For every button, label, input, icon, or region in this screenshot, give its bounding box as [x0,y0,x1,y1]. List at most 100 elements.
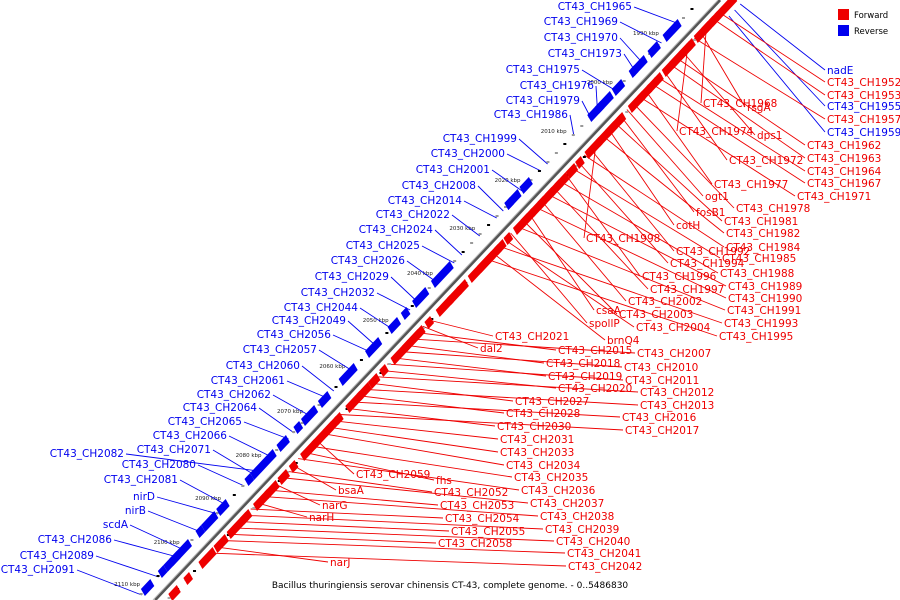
axis-dot [693,39,697,41]
leader-line [256,502,308,518]
leader-line [528,213,595,311]
leader-line [363,388,639,406]
gene-label: cotH [676,220,700,232]
gene-label: brnQ4 [607,335,640,347]
axis-dot [622,80,626,82]
gene-label: spollP [589,318,620,330]
axis-dot [156,575,160,577]
reverse-feature [338,363,358,386]
axis-dot [625,111,629,113]
reverse-feature [430,261,454,288]
axis-dot [215,512,219,514]
gene-label: CT43_CH2066 [153,430,228,442]
forward-feature [512,213,532,235]
gene-label: CT43_CH2030 [497,421,571,433]
leader-line [197,464,245,487]
axis-dot [334,386,338,388]
reverse-feature [400,307,411,320]
axis-dot [571,134,575,136]
gene-label: CT43_CH2056 [257,329,332,341]
gene-label: nirB [125,505,146,517]
feature-layer [139,0,738,600]
leader-line [212,449,255,476]
leader-line [614,122,723,222]
tick-label: 2090 kbp [195,496,221,502]
gene-label: CT43_CH2037 [530,498,604,510]
leader-line [381,369,557,389]
leader-line [434,229,463,256]
gene-label: CT43_CH2014 [388,195,463,207]
gene-label: CT43_CH2055 [451,526,525,538]
gene-label: narJ [330,557,351,569]
gene-label: nirD [133,491,155,503]
reverse-feature [387,317,402,334]
tick-label: 2100 kbp [154,540,180,546]
tick-label: 2070 kbp [277,409,303,415]
gene-label: CT43_CH2020 [558,383,632,395]
leader-line [347,320,377,347]
gene-label: CT43_CH1955 [827,101,900,113]
axis-dot [139,593,143,595]
gene-label: CT43_CH1963 [807,153,881,165]
leader-line [221,540,566,554]
gene-label: CT43_CH1981 [724,216,798,228]
gene-label: CT43_CH2041 [567,548,641,560]
axis-dot [546,161,550,163]
gene-label: nadE [827,65,853,77]
gene-label: CT43_CH1985 [722,253,796,265]
gene-label: CT43_CH1976 [520,80,595,92]
leader-line [286,470,433,493]
forward-feature [345,391,364,413]
gene-label: CT43_CH2081 [104,474,178,486]
forward-feature [467,256,491,283]
leader-line [301,365,335,392]
gene-label: CT43_CH2089 [20,550,94,562]
gene-label: dps1 [757,130,782,142]
gene-label: CT43_CH2029 [315,271,389,283]
gene-label: CT43_CH1965 [558,1,632,13]
leader-line [428,319,494,337]
axis-dot [292,431,296,433]
leader-line [243,421,289,440]
leader-line [577,161,669,264]
leader-line [250,508,444,519]
leader-line [739,3,826,71]
leader-line [357,395,505,414]
axis-dot [504,206,508,208]
tick-label: 2010 kbp [541,129,567,135]
leader-line [125,453,259,472]
gene-label: bsaA [338,485,365,497]
gene-label: CT43_CH1968 [703,98,777,110]
gene-label: CT43_CH1994 [670,258,745,270]
forward-feature [198,547,217,569]
gene-label: CT43_CH1990 [728,293,802,305]
gene-label: CT43_CH1993 [724,318,798,330]
reverse-feature [628,65,639,78]
gene-label: CT43_CH2064 [183,402,258,414]
leader-line [583,154,725,248]
leader-line [147,510,202,533]
reverse-feature [140,579,155,596]
gene-label: CT43_CH2061 [211,375,285,387]
forward-feature [714,0,738,21]
gene-label: CT43_CH1964 [807,166,882,178]
reverse-feature [157,565,168,578]
gene-label: CT43_CH2032 [301,287,375,299]
leader-line [398,351,623,368]
reverse-feature [300,405,319,426]
axis-dot [554,152,558,154]
leader-line [280,477,529,504]
leader-line [712,18,826,96]
gene-label: CT43_CH2053 [440,500,514,512]
leader-line [498,245,723,324]
genome-backbone-highlight [152,0,719,600]
leader-line [376,292,411,311]
axis-dot [582,156,586,158]
axis-dot [359,359,363,361]
leader-line [345,407,496,427]
reverse-feature [594,101,605,114]
gene-label: CT43_CH2003 [619,309,693,321]
leader-line [274,483,321,506]
leader-line [286,380,328,399]
